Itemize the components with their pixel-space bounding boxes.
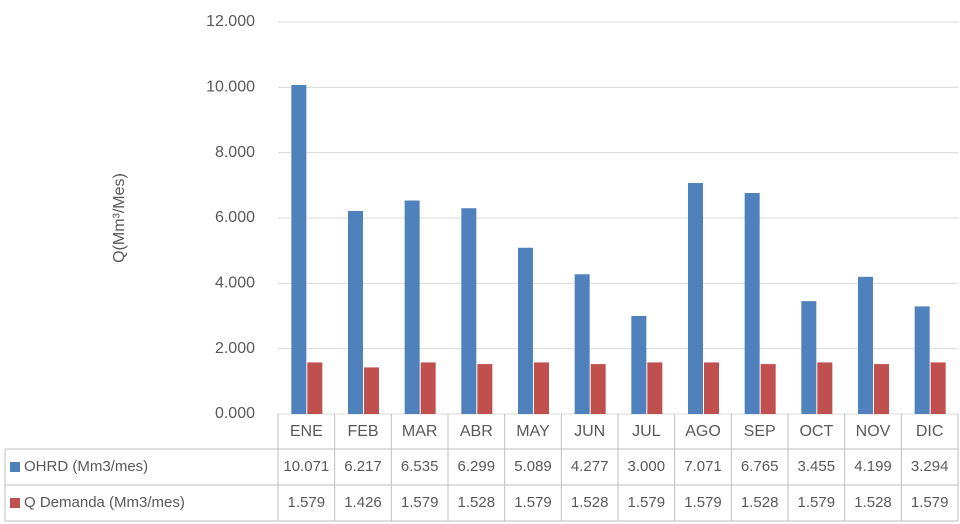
- table-cell: 6.217: [344, 458, 382, 475]
- bar: [817, 362, 833, 414]
- bar: [647, 362, 663, 414]
- table-cell: 1.579: [911, 494, 949, 511]
- bar: [404, 200, 420, 414]
- table-cell: 1.528: [458, 494, 496, 511]
- bar: [420, 362, 436, 414]
- table-cell: 1.528: [854, 494, 892, 511]
- x-tick-label: DIC: [916, 423, 944, 440]
- table-cell: 4.277: [571, 458, 609, 475]
- x-tick-label: AGO: [685, 423, 721, 440]
- y-tick-label: 4.000: [215, 275, 255, 292]
- bar: [760, 364, 776, 414]
- bar: [858, 276, 873, 414]
- table-cell: 6.299: [458, 458, 496, 475]
- table-cell: 3.455: [798, 458, 836, 475]
- x-tick-label: MAR: [402, 423, 438, 440]
- y-tick-label: 10.000: [206, 79, 255, 96]
- legend-label: Q Demanda (Mm3/mes): [24, 494, 185, 511]
- table-cell: 3.000: [628, 458, 666, 475]
- bar: [574, 274, 590, 414]
- table-cell: 1.528: [741, 494, 779, 511]
- y-tick-label: 12.000: [206, 13, 255, 30]
- x-tick-label: OCT: [799, 423, 833, 440]
- table-cell: 5.089: [514, 458, 552, 475]
- bar: [631, 316, 647, 414]
- legend-label: OHRD (Mm3/mes): [24, 458, 148, 475]
- table-cell: 1.579: [514, 494, 552, 511]
- bar: [874, 364, 889, 414]
- bar: [518, 247, 533, 414]
- table-cell: 6.765: [741, 458, 779, 475]
- x-tick-label: JUN: [574, 423, 605, 440]
- table-cell: 7.071: [684, 458, 722, 475]
- bar: [590, 364, 606, 414]
- bar: [744, 193, 760, 414]
- table-cell: 3.294: [911, 458, 949, 475]
- legend-key: [10, 498, 20, 508]
- bar: [704, 362, 719, 414]
- y-tick-label: 2.000: [215, 340, 255, 357]
- bar: [364, 367, 379, 414]
- table-cell: 1.579: [288, 494, 326, 511]
- table-cell: 1.579: [798, 494, 836, 511]
- bar: [291, 85, 307, 414]
- y-axis-title: Q(Mm³/Mes): [111, 173, 128, 263]
- table-cell: 6.535: [401, 458, 439, 475]
- table-cell: 1.426: [344, 494, 382, 511]
- bar: [914, 306, 930, 414]
- table-cell: 1.579: [684, 494, 722, 511]
- table-cell: 1.528: [571, 494, 609, 511]
- x-tick-label: NOV: [856, 423, 891, 440]
- table-cell: 1.579: [628, 494, 666, 511]
- x-tick-label: JUL: [632, 423, 661, 440]
- y-tick-label: 6.000: [215, 209, 255, 226]
- legend-key: [10, 462, 20, 472]
- bar: [477, 364, 493, 414]
- bar: [688, 183, 703, 414]
- bar: [801, 301, 817, 414]
- x-tick-label: MAY: [516, 423, 550, 440]
- table-cell: 1.579: [401, 494, 439, 511]
- bar: [307, 362, 323, 414]
- bar: [348, 210, 363, 414]
- bar: [461, 208, 477, 414]
- bar: [534, 362, 549, 414]
- x-tick-label: FEB: [347, 423, 378, 440]
- y-tick-label: 0.000: [215, 405, 255, 422]
- x-tick-label: ABR: [460, 423, 493, 440]
- table-cell: 10.071: [283, 458, 329, 475]
- bar: [930, 362, 946, 414]
- table-cell: 4.199: [854, 458, 892, 475]
- x-tick-label: SEP: [744, 423, 776, 440]
- y-tick-label: 8.000: [215, 144, 255, 161]
- x-tick-label: ENE: [290, 423, 323, 440]
